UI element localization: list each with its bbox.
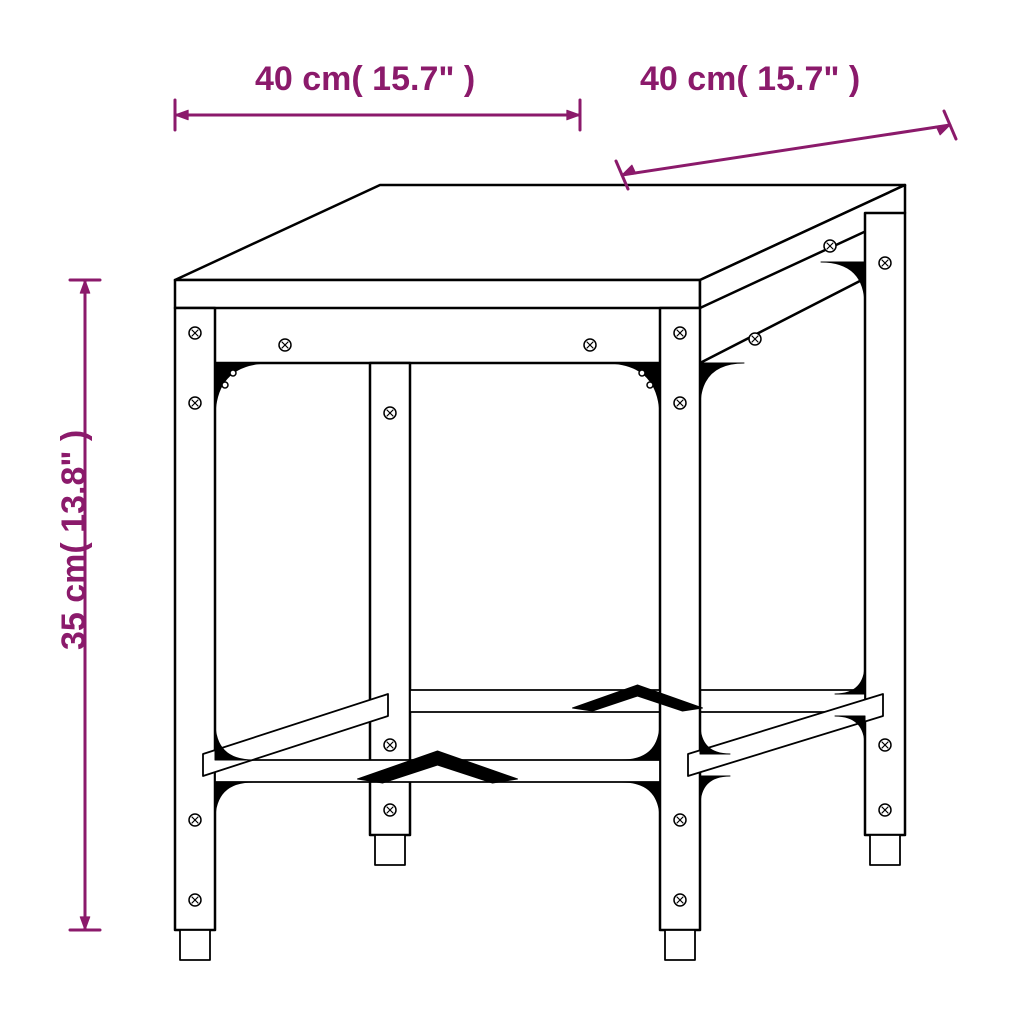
diagram-canvas [0, 0, 1024, 1024]
dimension-height-label: 35 cm( 13.8" ) [55, 430, 94, 650]
dimension-depth-label: 40 cm( 15.7" ) [640, 60, 860, 99]
dimension-width-label: 40 cm( 15.7" ) [255, 60, 475, 99]
